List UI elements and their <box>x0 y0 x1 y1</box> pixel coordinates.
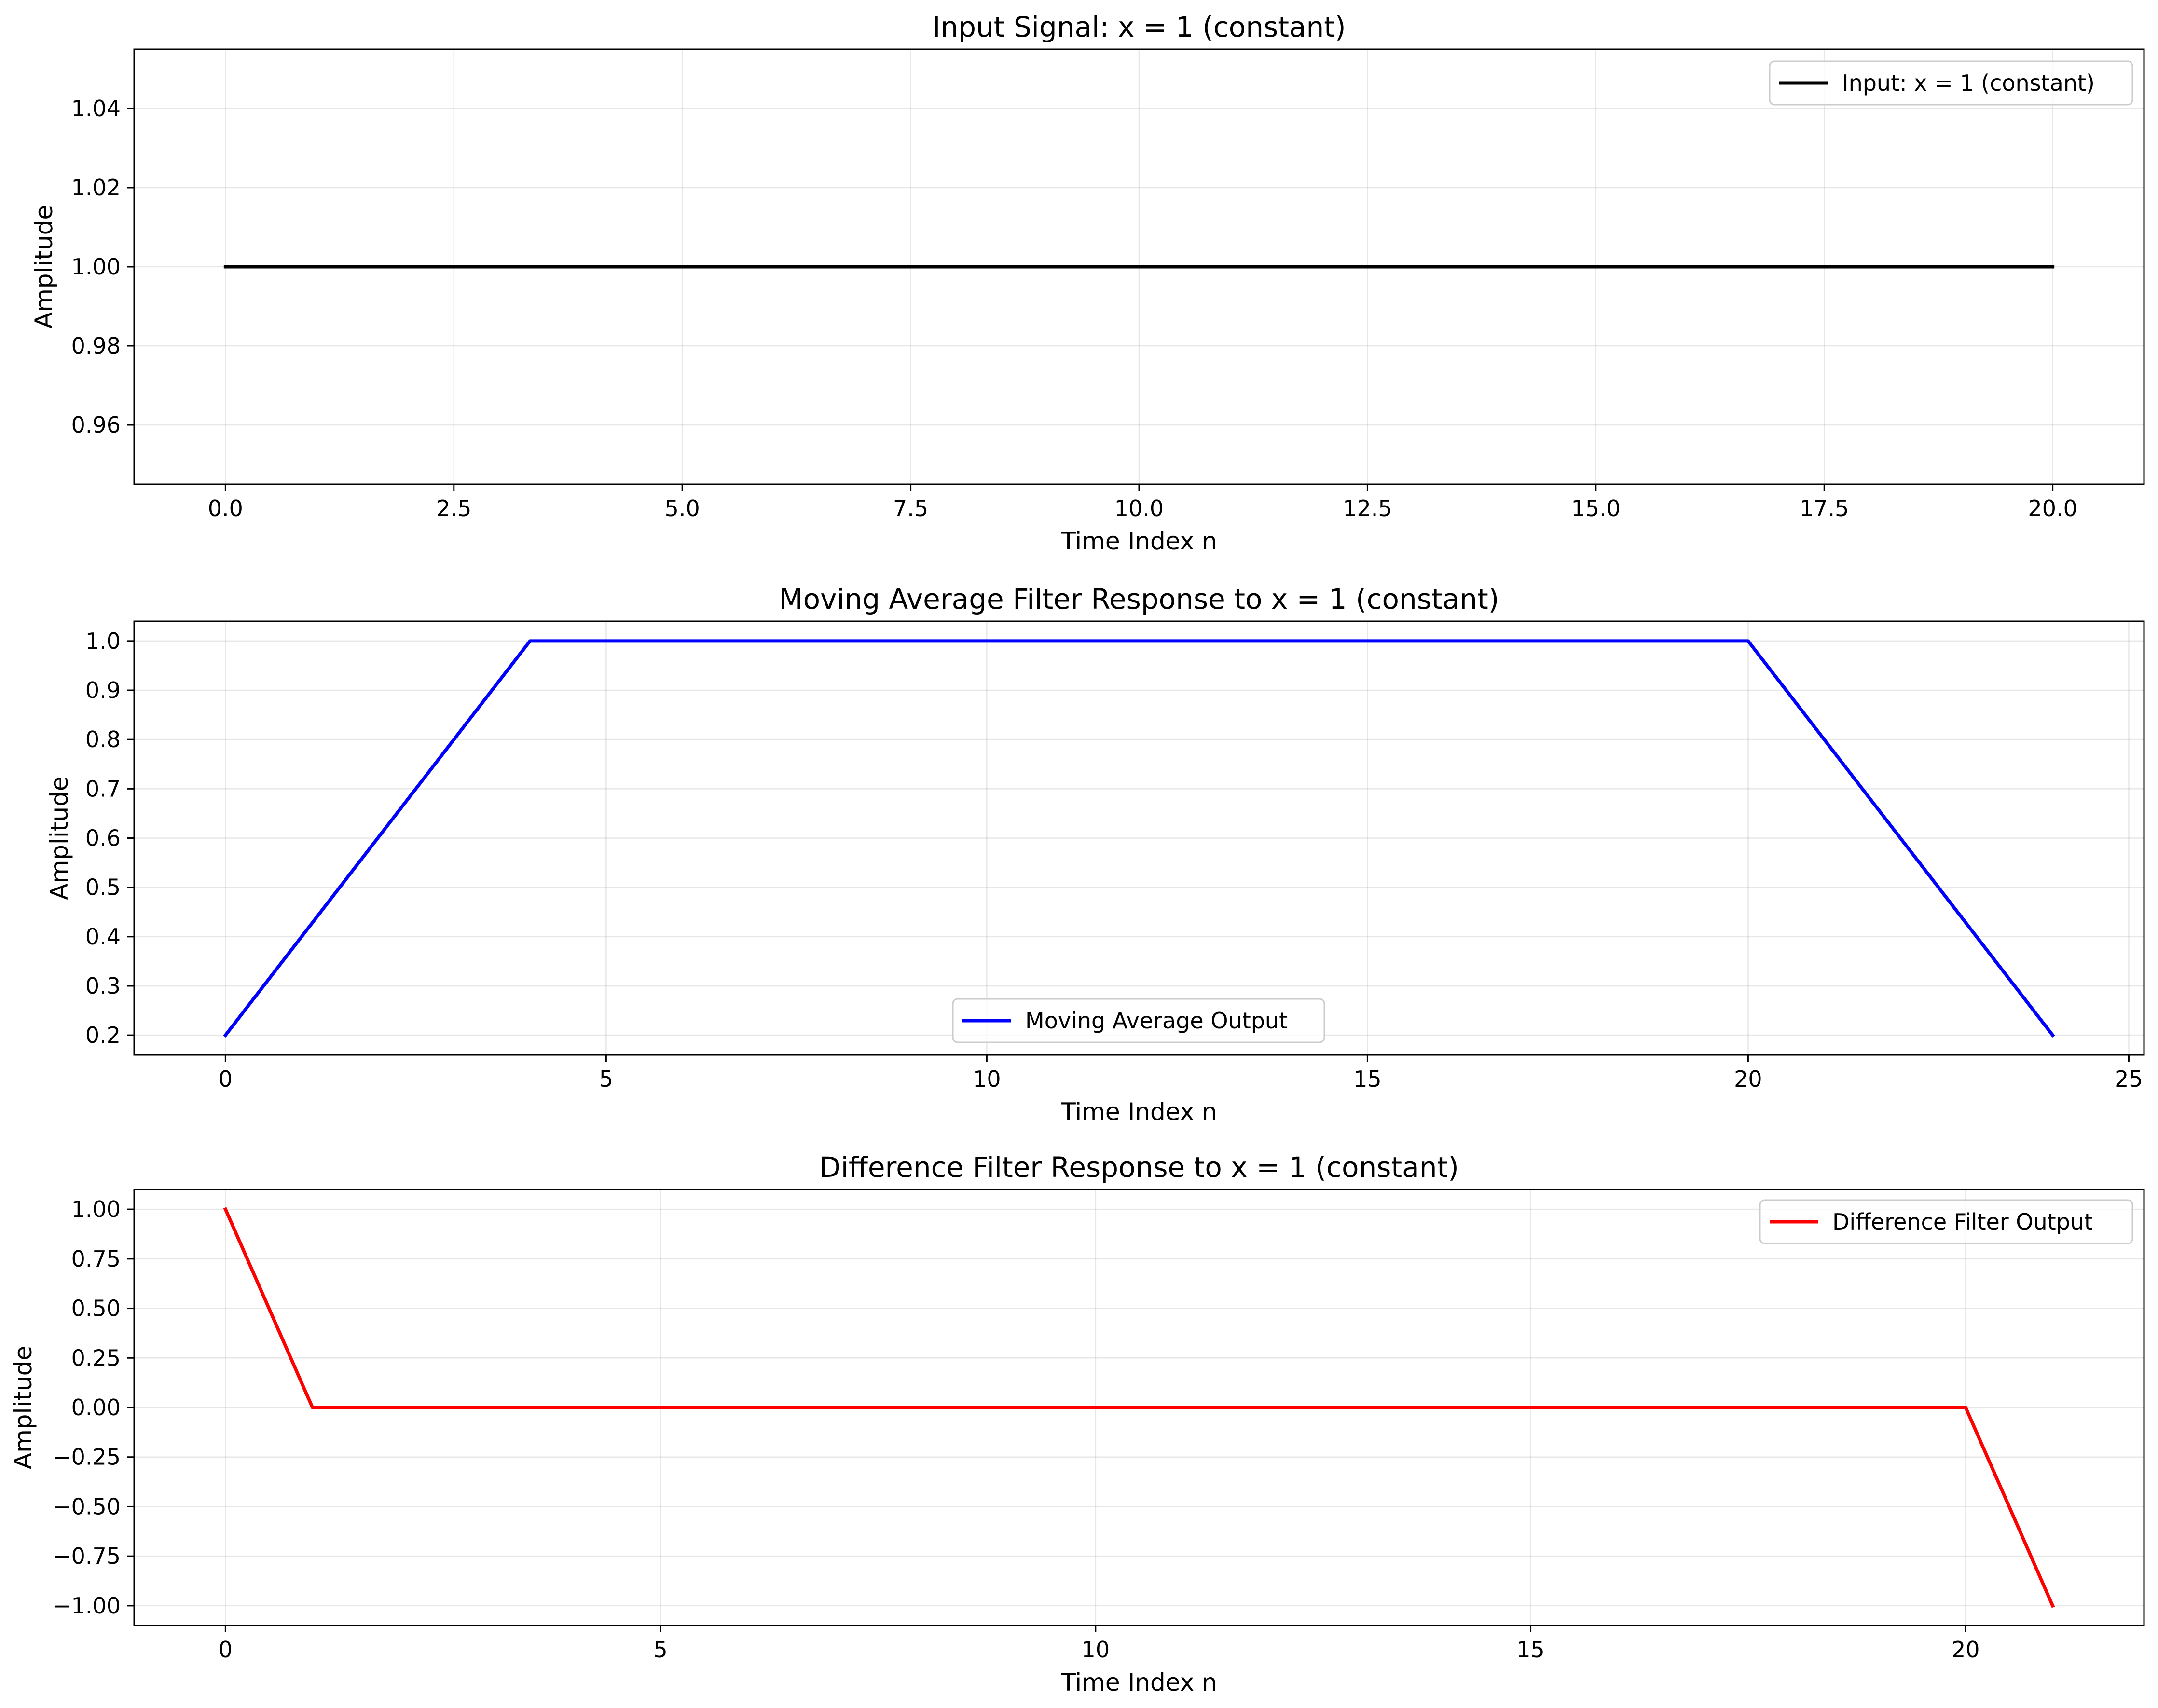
y-tick-label: 0.96 <box>71 412 121 438</box>
x-tick-label: 15 <box>1516 1637 1545 1663</box>
y-tick-label: 0.3 <box>85 973 121 999</box>
x-tick-label: 25 <box>2115 1066 2143 1092</box>
y-tick-label: 1.02 <box>71 175 121 201</box>
y-tick-label: 0.50 <box>71 1296 121 1322</box>
x-tick-label: 15.0 <box>1571 495 1621 521</box>
y-tick-label: 1.00 <box>71 1196 121 1222</box>
x-tick-label: 15 <box>1353 1066 1382 1092</box>
x-tick-label: 10 <box>1082 1637 1110 1663</box>
x-tick-label: 5 <box>599 1066 613 1092</box>
y-tick-label: 0.9 <box>85 677 121 703</box>
y-tick-label: 1.04 <box>71 96 121 122</box>
y-tick-label: 0.5 <box>85 874 121 901</box>
legend-label: Difference Filter Output <box>1832 1209 2093 1235</box>
y-axis-label: Amplitude <box>9 1346 37 1469</box>
x-axis-label: Time Index n <box>1060 527 1217 555</box>
legend-box <box>1759 1199 2133 1244</box>
y-axis-label: Amplitude <box>30 205 58 328</box>
y-tick-label: 0.25 <box>71 1345 121 1371</box>
y-axis-label: Amplitude <box>45 776 73 900</box>
y-tick-label: 0.4 <box>85 924 121 950</box>
series-line-1 <box>223 639 2055 1038</box>
x-tick-label: 10.0 <box>1114 495 1164 521</box>
x-tick-label: 0.0 <box>208 495 243 521</box>
chart-panel-1: 0.0 2.5 5.0 7.5 10.0 12.5 15.0 17.5 20.0 0.96 0.98… <box>30 11 2145 555</box>
legend-box <box>952 998 1325 1043</box>
x-tick-label: 10 <box>973 1066 1001 1092</box>
chart-title: Input Signal: x = 1 (constant) <box>932 11 1346 43</box>
chart-title: Difference Filter Response to x = 1 (con… <box>819 1151 1459 1184</box>
y-tick-label: −0.50 <box>53 1493 121 1519</box>
chart-panel-3: 0 5 10 15 20 −1.00 −0.75 −0.50 −0.25 0.00 0.25 0.50… <box>9 1151 2145 1696</box>
chart-panel-2: 0 5 10 15 20 25 0.2 0.3 0.4 0.5 0.6 0.7 0.8 0.9 1.0 Mov… <box>45 583 2145 1126</box>
legend-box <box>1769 60 2133 106</box>
y-tick-label: 0.00 <box>71 1394 121 1421</box>
legend-label: Input: x = 1 (constant) <box>1842 70 2095 96</box>
x-tick-label: 12.5 <box>1343 495 1392 521</box>
x-tick-label: 5.0 <box>665 495 700 521</box>
y-tick-label: −0.75 <box>53 1543 121 1569</box>
y-tick-label: 1.0 <box>85 628 121 654</box>
legend: Difference Filter Output <box>1759 1199 2133 1244</box>
x-tick-label: 2.5 <box>436 495 471 521</box>
y-tick-label: 0.8 <box>85 726 121 752</box>
y-tick-label: 0.75 <box>71 1246 121 1272</box>
chart-title: Moving Average Filter Response to x = 1 … <box>779 583 1499 615</box>
x-tick-label: 5 <box>653 1637 667 1663</box>
x-tick-label: 20 <box>1734 1066 1762 1092</box>
y-tick-label: −1.00 <box>53 1593 121 1619</box>
x-tick-label: 17.5 <box>1800 495 1849 521</box>
y-tick-label: 0.98 <box>71 333 121 359</box>
x-axis-label: Time Index n <box>1060 1098 1217 1126</box>
y-tick-label: 1.00 <box>71 254 121 280</box>
x-axis-label: Time Index n <box>1060 1668 1217 1696</box>
x-tick-label: 20 <box>1952 1637 1980 1663</box>
x-tick-label: 0 <box>219 1637 233 1663</box>
y-tick-label: 0.2 <box>85 1022 121 1048</box>
series-line-1 <box>223 1207 2055 1608</box>
legend: Moving Average Output <box>952 998 1325 1043</box>
y-tick-label: 0.7 <box>85 776 121 802</box>
y-tick-label: −0.25 <box>53 1444 121 1470</box>
legend-label: Moving Average Output <box>1025 1008 1288 1034</box>
y-tick-label: 0.6 <box>85 825 121 851</box>
x-tick-label: 7.5 <box>893 495 928 521</box>
legend: Input: x = 1 (constant) <box>1769 60 2133 106</box>
x-tick-label: 20.0 <box>2028 495 2077 521</box>
x-tick-label: 0 <box>219 1066 233 1092</box>
